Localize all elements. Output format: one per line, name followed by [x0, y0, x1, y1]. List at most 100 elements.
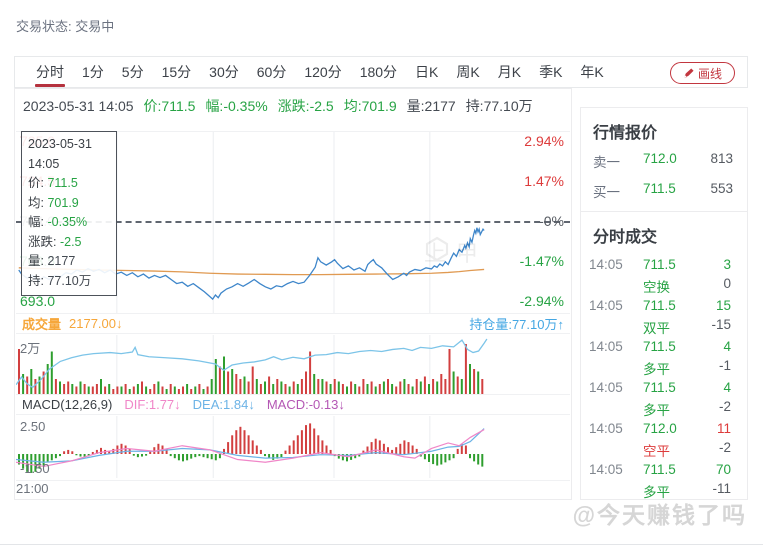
tape-price: 711.5 — [643, 298, 676, 313]
quote-rows: 卖一 712.0 813 买一 711.5 553 — [581, 143, 747, 203]
info-segment: 均:701.9 — [343, 98, 397, 114]
info-segment: 量:2177 — [406, 98, 456, 114]
tape-delta: -2 — [718, 440, 731, 455]
tape-time: 14:05 — [589, 339, 623, 354]
tooltip-row: 幅: -0.35% — [28, 213, 110, 233]
tab-日K[interactable]: 日K — [415, 64, 439, 80]
tab-15分[interactable]: 15分 — [161, 64, 192, 80]
tape-row: 14:05 712.0 11 空平 -2 — [581, 419, 747, 460]
tape-volume: 4 — [723, 380, 731, 395]
tab-1分[interactable]: 1分 — [82, 64, 104, 80]
tape-time: 14:05 — [589, 380, 623, 395]
crosshair-tooltip: 2023-05-31 14:05 价: 711.5 均: 701.9 幅: -0.35%… — [21, 131, 117, 296]
tooltip-row-value: 77.10万 — [43, 273, 92, 288]
tab-周K[interactable]: 周K — [456, 64, 480, 80]
pct-label: 2.94% — [524, 133, 564, 149]
tape-volume: 11 — [716, 421, 731, 436]
quote-row: 卖一 712.0 813 — [581, 143, 747, 173]
tape-volume: 70 — [715, 462, 731, 477]
tape-price: 711.5 — [643, 339, 676, 354]
macd-plot[interactable] — [16, 416, 570, 478]
tape-panel-title: 分时成交 — [593, 229, 658, 246]
tape-volume: 4 — [723, 339, 731, 354]
info-segment: 幅:-0.35% — [205, 98, 268, 114]
macd-top-scale-label: 2.50 — [20, 419, 46, 434]
tab-30分[interactable]: 30分 — [209, 64, 239, 80]
tooltip-row-label: 均: — [28, 195, 44, 210]
info-segment: 价:711.5 — [143, 98, 196, 114]
tooltip-row-label: 价: — [28, 176, 44, 190]
volume-plot[interactable] — [16, 335, 570, 395]
tooltip-row: 持: 77.10万 — [28, 272, 110, 292]
quote-price: 712.0 — [643, 151, 677, 166]
zero-percent-dashed-line — [16, 221, 570, 223]
quote-qty: 553 — [710, 181, 733, 196]
tab-180分[interactable]: 180分 — [359, 64, 398, 80]
hexagon-logo-icon — [425, 236, 449, 262]
macd-dif-value: DIF:1.77↓ — [124, 397, 181, 412]
tab-分时[interactable]: 分时 — [27, 57, 73, 87]
chart-info-line: 2023-05-31 14:05 价:711.5 幅:-0.35% 涨跌:-2.5 均:… — [23, 96, 543, 116]
tab-5分[interactable]: 5分 — [121, 64, 144, 80]
tab-月K[interactable]: 月K — [497, 64, 522, 80]
quote-price: 711.5 — [643, 181, 676, 196]
tape-price: 711.5 — [643, 462, 676, 477]
tooltip-row-label: 幅: — [28, 215, 44, 229]
tape-delta: -2 — [718, 399, 731, 414]
tooltip-row: 均: 701.9 — [28, 194, 110, 214]
tape-delta: -1 — [718, 358, 731, 373]
info-segment: 持:77.10万 — [465, 98, 533, 114]
time-label: 21:00 — [16, 481, 49, 496]
broker-watermark-text: 上甲 — [424, 241, 489, 266]
info-segment: 2023-05-31 14:05 — [23, 98, 134, 114]
volume-chart-svg — [16, 335, 488, 395]
tooltip-time: 14:05 — [28, 156, 60, 171]
tooltip-row: 价: 711.5 — [28, 174, 110, 194]
draw-line-button[interactable]: 画线 — [669, 62, 735, 84]
pct-label: 1.47% — [524, 173, 564, 189]
market-side-panel: 行情报价 卖一 712.0 813 买一 711.5 553 分时成交 14:05 711.… — [580, 107, 748, 500]
open-interest-value: 持仓量:77.10万↑ — [469, 317, 564, 332]
macd-header: MACD(12,26,9) DIF:1.77↓ DEA:1.84↓ MACD:-… — [16, 394, 570, 415]
time-label: 22:00 — [0, 496, 293, 511]
pencil-icon — [683, 67, 694, 78]
tape-side: 多平 — [643, 362, 670, 377]
tape-price: 711.5 — [643, 380, 676, 395]
trading-status-label: 交易状态: — [16, 19, 72, 34]
tab-季K[interactable]: 季K — [539, 64, 563, 80]
tape-delta: 0 — [723, 276, 731, 291]
pct-label: -2.94% — [519, 293, 564, 309]
tape-volume: 3 — [723, 257, 731, 272]
tooltip-row-value: 2177 — [43, 254, 76, 268]
tape-side: 多平 — [643, 403, 670, 418]
tape-price: 711.5 — [643, 257, 676, 272]
tape-volume: 15 — [715, 298, 731, 313]
tooltip-row-value: -2.5 — [56, 234, 82, 249]
tape-list[interactable]: 14:05 711.5 3 空换 0 14:05 711.5 15 双平 -15 14:05 711.… — [581, 255, 747, 501]
broker-watermark: 上甲 — [424, 236, 488, 268]
quote-side-label: 买一 — [593, 185, 620, 200]
tooltip-row-label: 持: — [28, 273, 44, 288]
time-label: 9:00 — [0, 511, 293, 526]
pct-label: -0% — [539, 213, 564, 229]
tape-delta: -11 — [712, 481, 731, 496]
tape-row: 14:05 711.5 4 多平 -1 — [581, 337, 747, 378]
page-watermark: @今天赚钱了吗 — [572, 502, 747, 528]
tape-row: 14:05 711.5 15 双平 -15 — [581, 296, 747, 337]
tape-delta: -15 — [711, 317, 731, 332]
tape-side: 空平 — [643, 444, 670, 459]
tooltip-row-value: 701.9 — [43, 195, 79, 210]
tab-年K[interactable]: 年K — [580, 64, 604, 80]
tape-side: 空换 — [643, 280, 670, 295]
tab-60分[interactable]: 60分 — [256, 64, 287, 80]
tape-side: 多平 — [643, 485, 670, 500]
macd-dea-value: DEA:1.84↓ — [192, 397, 255, 412]
tab-120分[interactable]: 120分 — [304, 64, 342, 80]
tape-time: 14:05 — [589, 421, 623, 436]
panel-divider — [581, 211, 747, 212]
period-tabbar: 分时 1分 5分 15分 30分 60分 120分 180分 日K 周K 月K 季K 年K 画线 — [14, 56, 748, 88]
trading-status: 交易状态: 交易中 — [16, 16, 114, 35]
tape-time: 14:05 — [589, 462, 623, 477]
main-price-plot[interactable]: 2.94%1.47%-0%-1.47%-2.94% 735.0724.5714.… — [16, 131, 570, 314]
